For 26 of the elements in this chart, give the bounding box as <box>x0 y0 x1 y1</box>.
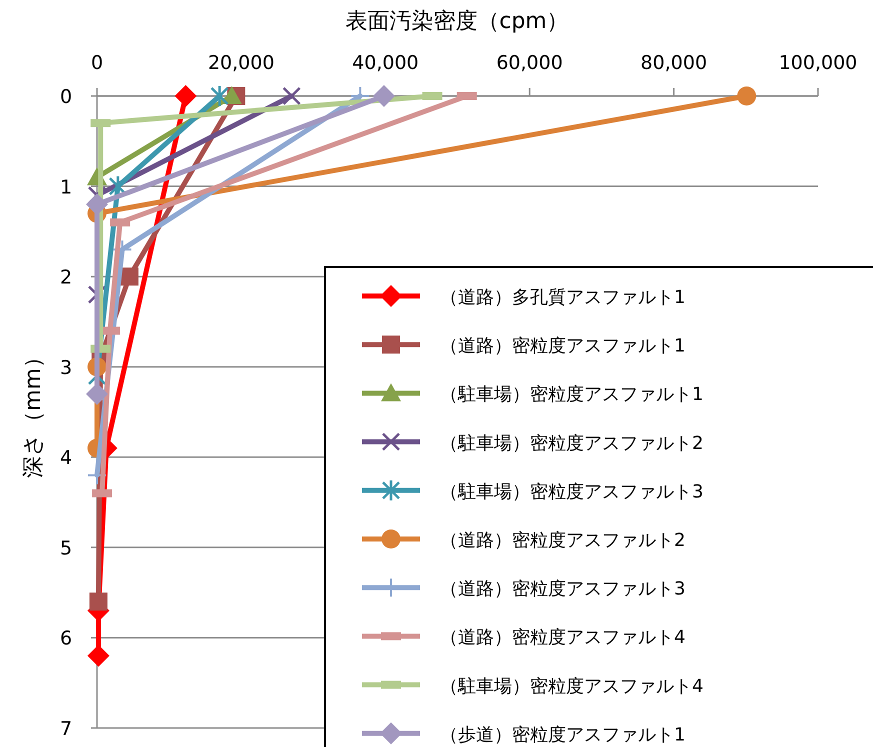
x-tick-label: 0 <box>90 52 104 74</box>
y-tick-label: 7 <box>60 718 72 740</box>
legend-label: （駐車場）密粒度アスファルト3 <box>440 481 704 502</box>
legend-label: （道路）密粒度アスファルト3 <box>440 578 686 600</box>
x-axis-title: 表面汚染密度（cpm） <box>345 9 569 34</box>
legend-label: （駐車場）密粒度アスファルト2 <box>440 432 704 454</box>
y-tick-label: 6 <box>60 628 72 650</box>
legend-label: （道路）密粒度アスファルト4 <box>440 627 686 648</box>
x-tick-label: 80,000 <box>640 52 708 74</box>
x-tick-label: 60,000 <box>496 52 563 74</box>
x-tick-label: 100,000 <box>778 52 858 74</box>
legend-label: （道路）密粒度アスファルト1 <box>440 336 686 357</box>
y-tick-label: 4 <box>60 447 72 470</box>
legend-label: （道路）多孔質アスファルト1 <box>440 287 686 308</box>
legend-label: （駐車場）密粒度アスファルト4 <box>440 676 704 697</box>
x-tick-label: 40,000 <box>352 52 419 74</box>
y-tick-label: 1 <box>60 176 72 198</box>
legend-label: （駐車場）密粒度アスファルト1 <box>440 384 704 406</box>
legend-label: （歩道）密粒度アスファルト1 <box>440 724 686 746</box>
x-tick-label: 20,000 <box>208 52 274 74</box>
y-axis-title: 深さ（mm） <box>21 346 46 478</box>
y-tick-label: 0 <box>60 86 72 108</box>
y-tick-label: 3 <box>60 356 72 379</box>
legend-label: （道路）密粒度アスファルト2 <box>440 530 686 551</box>
y-tick-label: 2 <box>60 266 72 289</box>
y-tick-label: 5 <box>60 537 72 560</box>
